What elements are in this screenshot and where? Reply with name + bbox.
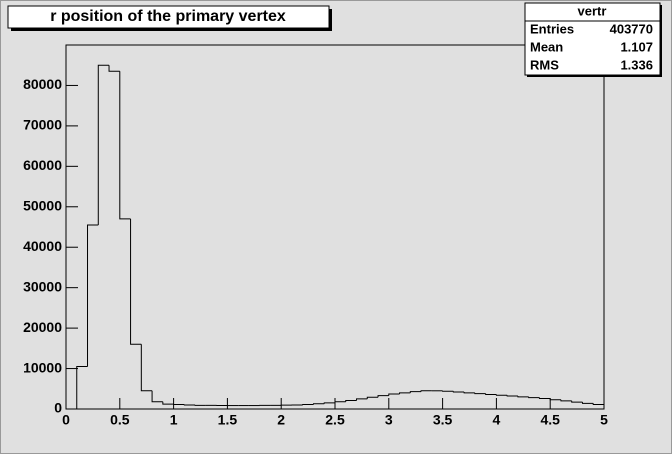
y-tick-label: 70000 — [23, 117, 62, 133]
y-tick-label: 80000 — [23, 76, 62, 92]
histogram-bin — [517, 396, 529, 398]
stats-value: 403770 — [610, 21, 653, 36]
x-tick-label: 1.5 — [218, 412, 238, 428]
x-tick-label: 0.5 — [110, 412, 130, 428]
stats-title: vertr — [578, 3, 607, 18]
stats-box — [524, 2, 661, 76]
histogram-bin — [495, 394, 508, 396]
histogram-bin — [312, 403, 325, 405]
histogram-bin — [366, 396, 379, 399]
y-tick-label: 30000 — [23, 278, 62, 294]
histogram-bin — [87, 224, 99, 367]
histogram-bin — [140, 344, 153, 392]
histogram-bin — [108, 65, 120, 72]
histogram-bin — [388, 393, 400, 396]
histogram-bin — [323, 402, 335, 404]
y-tick-label: 20000 — [23, 319, 62, 335]
x-tick-label: 4 — [493, 412, 501, 428]
frame — [65, 44, 605, 410]
y-tick-label: 60000 — [23, 157, 62, 173]
stats-label: Mean — [530, 39, 563, 54]
histogram-bin — [356, 398, 368, 401]
histogram-bin — [119, 71, 131, 220]
histogram-bin — [463, 392, 475, 394]
x-tick-label: 2 — [277, 412, 285, 428]
histogram-bin — [506, 395, 518, 397]
histogram-bin — [549, 398, 561, 401]
stats-value: 1.107 — [620, 39, 653, 54]
histogram-bin — [560, 399, 572, 402]
title-box — [7, 5, 330, 29]
x-tick-label: 4.5 — [540, 412, 560, 428]
histogram-bin — [97, 64, 110, 225]
histogram-bin — [420, 390, 432, 392]
x-tick-label: 2.5 — [325, 412, 345, 428]
y-tick-label: 50000 — [23, 197, 62, 213]
y-tick-label: 0 — [54, 400, 62, 416]
x-tick-label: 3.5 — [433, 412, 453, 428]
stats-value: 1.336 — [620, 57, 653, 72]
histogram-bin — [592, 403, 604, 406]
histogram-bin — [334, 401, 346, 403]
histogram-bin — [452, 391, 465, 393]
histogram-bin — [581, 402, 594, 404]
histogram-bin — [377, 395, 389, 398]
histogram-bin — [76, 366, 88, 409]
histogram-bin — [485, 393, 497, 395]
histogram-bin — [538, 397, 551, 399]
y-tick-label: 40000 — [23, 238, 62, 254]
chart-title: r position of the primary vertex — [50, 8, 286, 25]
histogram-bin — [571, 400, 583, 403]
histogram-bin — [409, 391, 422, 393]
stats-label: Entries — [530, 21, 574, 36]
histogram-bin — [162, 401, 174, 405]
x-tick-label: 3 — [385, 412, 393, 428]
histogram-bin — [528, 396, 540, 399]
stats-label: RMS — [530, 57, 559, 72]
x-tick-label: 1 — [170, 412, 178, 428]
histogram-bin — [399, 392, 411, 395]
histogram-bin — [474, 392, 486, 395]
y-tick-label: 10000 — [23, 359, 62, 375]
histogram-bin — [151, 390, 163, 403]
histogram-bin — [345, 400, 357, 402]
histogram-bin — [130, 218, 142, 345]
x-tick-label: 5 — [600, 412, 608, 428]
x-tick-label: 0 — [62, 412, 70, 428]
